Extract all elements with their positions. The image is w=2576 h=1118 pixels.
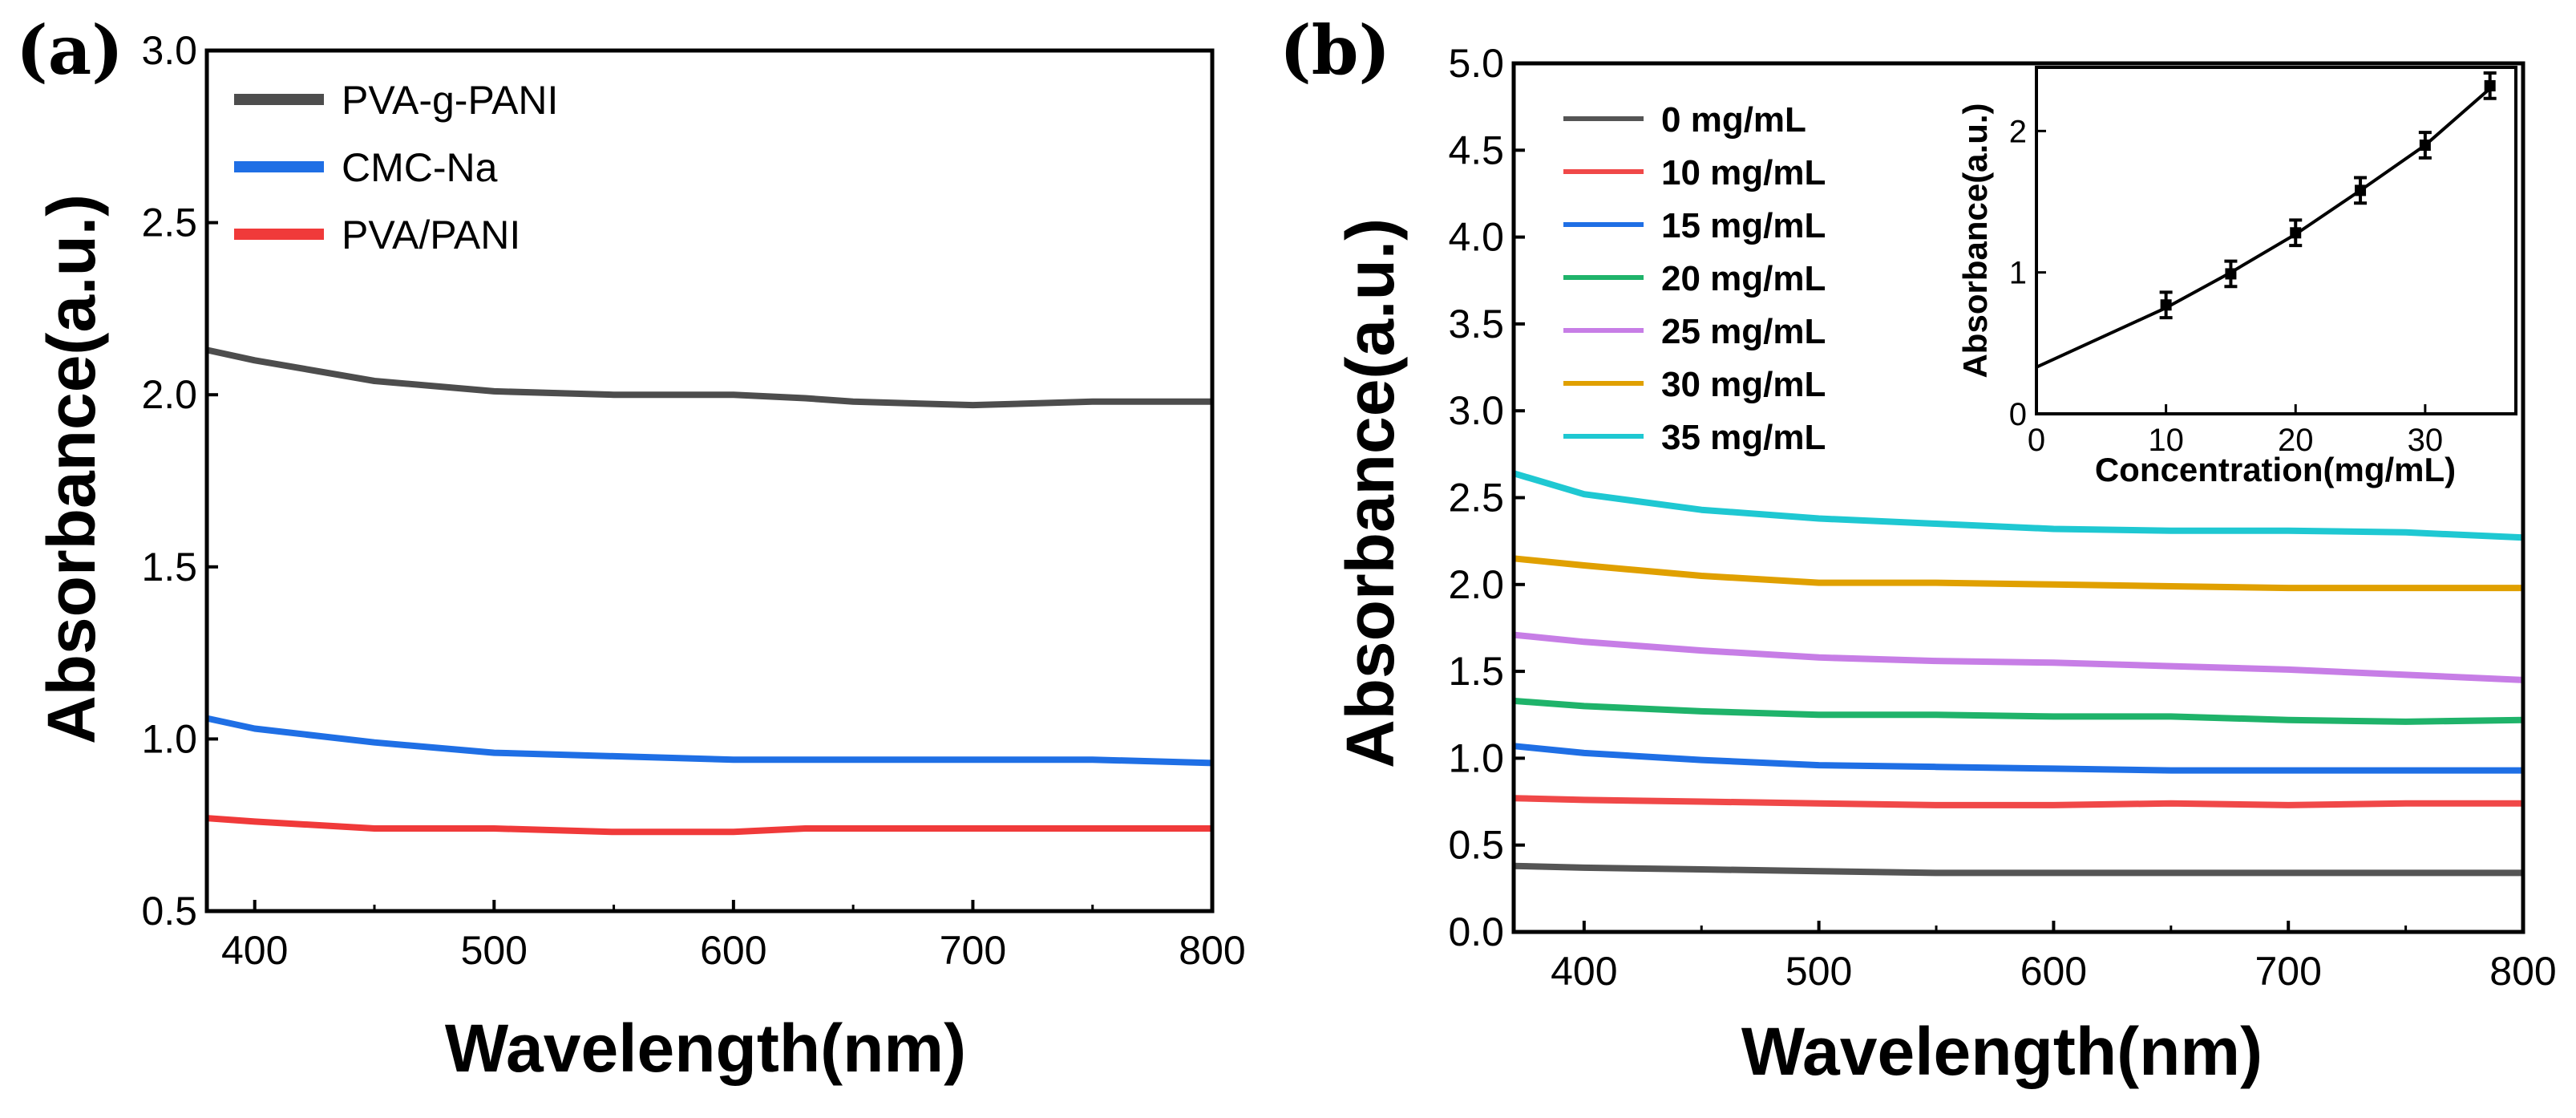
panel-a-x-ticks: 400 500 600 700 800: [221, 900, 1246, 973]
panel-a-y-ticks: 0.5 1.0 1.5 2.0 2.5 3.0: [141, 28, 218, 934]
panel-b-legend-label: 10 mg/mL: [1661, 153, 1826, 192]
panel-b: (b) 400 500 600 700 800 0.0 0.5 1.0 1.5 2.0 2.5 3.…: [1280, 10, 2557, 1089]
panel-a-x-tick-label: 600: [700, 928, 766, 973]
panel-a-y-tick-label: 0.5: [141, 889, 197, 934]
panel-b-series-line-7: [1512, 470, 2524, 541]
panel-a-series-line-2: [206, 715, 1213, 767]
panel-b-x-tick-label: 400: [1551, 949, 1617, 994]
panel-b-series-line-2: [1513, 795, 2523, 808]
panel-b-label: (b): [1280, 10, 1390, 90]
panel-b-y-tick-label: 4.0: [1448, 215, 1504, 260]
panel-a-x-tick-label: 800: [1179, 928, 1245, 973]
panel-a-label: (a): [16, 10, 123, 90]
panel-b-y-tick-label: 2.5: [1448, 476, 1504, 521]
panel-a-legend-label: PVA-g-PANI: [342, 78, 558, 123]
panel-b-legend: 0 mg/mL 10 mg/mL 15 mg/mL 20 mg/mL 25 mg/mL 3…: [1563, 100, 1826, 457]
panel-a-x-tick-label: 500: [461, 928, 528, 973]
inset-data-point: [2160, 299, 2172, 311]
panel-a-x-axis-title: Wavelength(nm): [445, 1011, 966, 1086]
panel-b-y-tick-label: 5.0: [1448, 41, 1504, 86]
inset-x-tick-label: 20: [2278, 423, 2314, 458]
inset-data-point: [2484, 79, 2496, 91]
panel-a-y-tick-label: 3.0: [141, 28, 197, 73]
panel-b-y-tick-label: 0.5: [1448, 823, 1504, 868]
panel-b-series-line-6: [1513, 555, 2523, 592]
panel-a-series-line-3: [206, 815, 1212, 836]
panel-b-y-tick-label: 0.0: [1448, 909, 1504, 954]
panel-a-plot-frame: [204, 48, 1215, 913]
panel-a-y-tick-label: 1.0: [141, 716, 197, 761]
inset-points: [2159, 71, 2497, 320]
inset-y-axis-title: Absorbance(a.u.): [1956, 103, 1994, 378]
panel-b-legend-label: 35 mg/mL: [1661, 418, 1826, 457]
panel-b-x-tick-label: 700: [2255, 949, 2321, 994]
panel-a-x-tick-label: 400: [221, 928, 288, 973]
panel-b-x-ticks: 400 500 600 700 800: [1551, 921, 2557, 994]
panel-a-series-line-1: [206, 346, 1212, 409]
panel-b-y-tick-label: 4.5: [1448, 128, 1504, 172]
inset-data-point: [2290, 227, 2302, 239]
panel-b-series-line-1: [1513, 862, 2523, 877]
inset-x-ticks: 0 10 20 30: [2028, 404, 2443, 458]
panel-a-y-tick-label: 1.5: [141, 545, 197, 589]
panel-b-series: [1512, 470, 2524, 877]
inset-x-axis-title: Concentration(mg/mL): [2095, 451, 2456, 488]
panel-a-x-tick-label: 700: [940, 928, 1006, 973]
inset-y-tick-label: 1: [2009, 256, 2027, 291]
panel-a-y-axis-title: Absorbance(a.u.): [34, 194, 109, 744]
panel-a-y-tick-label: 2.0: [141, 372, 197, 417]
panel-a-y-tick-label: 2.5: [141, 201, 197, 245]
panel-b-x-tick-label: 600: [2020, 949, 2087, 994]
panel-b-inset: 0 10 20 30 0 1 2 Concentration(mg/mL) Absorba…: [1956, 66, 2517, 488]
panel-b-legend-label: 0 mg/mL: [1661, 100, 1806, 140]
inset-y-tick-label: 0: [2009, 397, 2027, 432]
panel-b-y-tick-label: 3.0: [1448, 388, 1504, 433]
inset-x-tick-label: 30: [2408, 423, 2444, 458]
panel-b-series-line-3: [1513, 743, 2523, 774]
inset-y-tick-label: 2: [2009, 114, 2027, 149]
panel-b-y-ticks: 0.0 0.5 1.0 1.5 2.0 2.5 3.0 3.5 4.0 4.5 5.0: [1448, 41, 1525, 954]
panel-b-series-line-5: [1513, 631, 2524, 683]
inset-x-tick-label: 10: [2148, 423, 2184, 458]
panel-b-legend-label: 15 mg/mL: [1661, 206, 1826, 245]
panel-b-y-axis-title: Absorbance(a.u.): [1332, 218, 1408, 768]
inset-data-point: [2355, 184, 2367, 196]
panel-a-series: [206, 346, 1213, 836]
inset-data-point: [2419, 139, 2431, 151]
panel-a-legend-label: CMC-Na: [342, 145, 498, 190]
panel-b-y-tick-label: 1.5: [1448, 649, 1504, 694]
panel-b-y-tick-label: 1.0: [1448, 735, 1504, 780]
panel-b-legend-label: 30 mg/mL: [1661, 365, 1826, 404]
inset-y-ticks: 0 1 2: [2009, 114, 2046, 432]
panel-b-y-tick-label: 2.0: [1448, 562, 1504, 607]
panel-b-y-tick-label: 3.5: [1448, 302, 1504, 346]
inset-plot-frame: [2035, 66, 2517, 415]
panel-a-legend-label: PVA/PANI: [342, 213, 520, 257]
inset-x-tick-label: 0: [2028, 423, 2045, 458]
panel-b-x-tick-label: 500: [1785, 949, 1852, 994]
panel-b-series-line-4: [1513, 697, 2524, 725]
panel-b-legend-label: 25 mg/mL: [1661, 312, 1826, 351]
panel-b-legend-label: 20 mg/mL: [1661, 259, 1826, 298]
inset-data-point: [2225, 268, 2237, 280]
panel-b-x-axis-title: Wavelength(nm): [1741, 1014, 2263, 1089]
panel-b-x-tick-label: 800: [2489, 949, 2556, 994]
panel-a-legend: PVA-g-PANI CMC-Na PVA/PANI: [234, 78, 558, 257]
panel-a: (a) 400 500 600 700 800 0.5 1.0 1.5 2.0 2.5 3.0 W…: [16, 10, 1246, 1086]
